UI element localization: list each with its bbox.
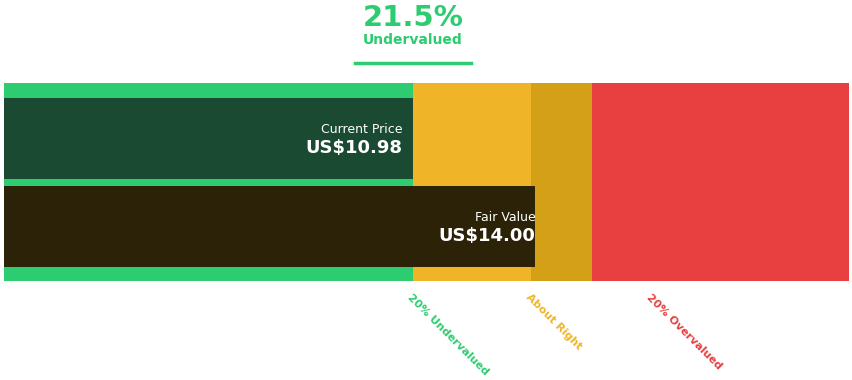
FancyBboxPatch shape [412,83,531,281]
Text: 20% Overvalued: 20% Overvalued [643,292,722,371]
Text: US$10.98: US$10.98 [306,139,402,157]
FancyBboxPatch shape [591,83,848,281]
Text: 20% Undervalued: 20% Undervalued [406,292,490,377]
Text: Undervalued: Undervalued [363,33,463,47]
Text: Current Price: Current Price [321,123,402,136]
FancyBboxPatch shape [4,98,412,179]
FancyBboxPatch shape [4,83,412,281]
FancyBboxPatch shape [4,186,535,267]
Text: US$14.00: US$14.00 [438,227,535,245]
Text: 21.5%: 21.5% [362,5,463,32]
FancyBboxPatch shape [531,83,591,281]
Text: About Right: About Right [523,292,583,352]
Text: Fair Value: Fair Value [475,211,535,223]
